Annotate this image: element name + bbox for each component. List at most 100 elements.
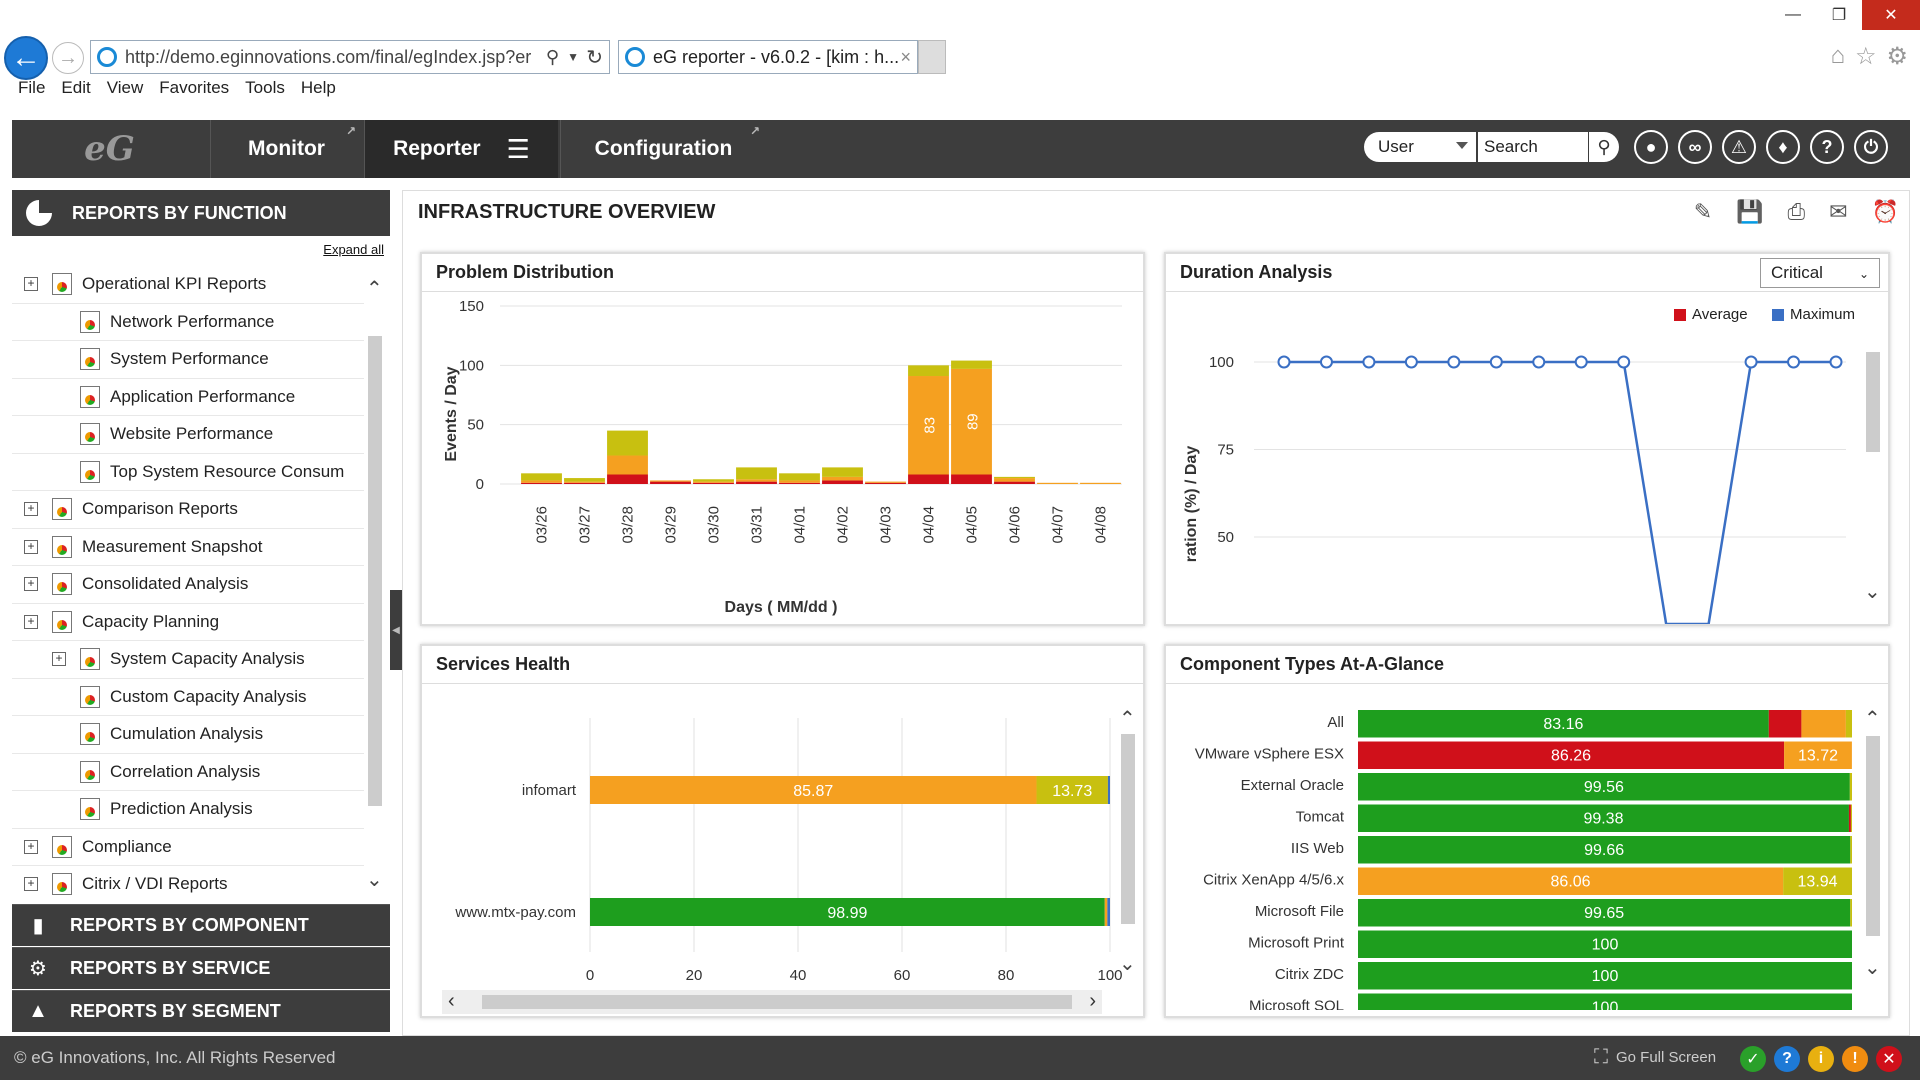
alarm-clock-icon[interactable]: ⏰: [1871, 199, 1899, 224]
tab-close-icon[interactable]: ×: [900, 46, 911, 67]
address-bar[interactable]: http://demo.eginnovations.com/final/egIn…: [90, 40, 610, 74]
dropdown-icon[interactable]: ▼: [567, 50, 579, 64]
go-full-screen-button[interactable]: ⛶ Go Full Screen: [1594, 1046, 1716, 1069]
star-icon[interactable]: ☆: [1854, 43, 1877, 70]
expand-icon[interactable]: +: [24, 277, 38, 292]
scrollbar-thumb[interactable]: [1866, 352, 1880, 452]
tree-item[interactable]: Website Performance: [12, 416, 364, 454]
expand-icon[interactable]: +: [24, 614, 38, 629]
help-icon[interactable]: ?: [1774, 1046, 1800, 1072]
warning-icon[interactable]: !: [1842, 1046, 1868, 1072]
panel-scrollbar[interactable]: ⌃ ⌄: [1862, 706, 1884, 986]
info-icon[interactable]: i: [1808, 1046, 1834, 1072]
tree-item[interactable]: Prediction Analysis: [12, 791, 364, 829]
scrollbar-thumb[interactable]: [482, 995, 1072, 1009]
tree-item[interactable]: + Compliance: [12, 829, 364, 866]
scroll-down-icon[interactable]: ⌄: [1119, 953, 1136, 975]
tree-item[interactable]: Top System Resource Consum: [12, 454, 364, 491]
reports-by-component[interactable]: ▮ REPORTS BY COMPONENT: [12, 904, 390, 946]
menu-edit[interactable]: Edit: [61, 78, 91, 97]
reports-by-service[interactable]: ⚙ REPORTS BY SERVICE: [12, 947, 390, 989]
scrollbar-thumb[interactable]: [1866, 736, 1880, 936]
search-input[interactable]: Search: [1478, 132, 1588, 162]
tree-item[interactable]: Application Performance: [12, 379, 364, 416]
scroll-right-icon[interactable]: ›: [1089, 990, 1096, 1012]
user-icon[interactable]: ●: [1634, 130, 1668, 164]
scroll-down-icon[interactable]: ⌄: [1864, 957, 1881, 979]
tree-item[interactable]: + Consolidated Analysis: [12, 566, 364, 604]
alert-icon[interactable]: ⚠: [1722, 130, 1756, 164]
power-icon[interactable]: ⏻: [1854, 130, 1888, 164]
error-icon[interactable]: ✕: [1876, 1046, 1902, 1072]
tree-item[interactable]: Cumulation Analysis: [12, 716, 364, 754]
menu-help[interactable]: Help: [300, 78, 336, 97]
maximize-button[interactable]: ❐: [1831, 7, 1847, 24]
reports-by-segment[interactable]: ▲ REPORTS BY SEGMENT: [12, 990, 390, 1032]
expand-icon[interactable]: +: [24, 502, 38, 517]
tree-item[interactable]: System Performance: [12, 341, 364, 379]
eg-logo[interactable]: eG: [84, 129, 135, 169]
expand-all-link[interactable]: Expand all: [323, 242, 384, 257]
print-icon[interactable]: ⎙: [1787, 199, 1806, 224]
menu-tools[interactable]: Tools: [245, 78, 285, 97]
gear-icon[interactable]: ⚙: [1886, 43, 1908, 70]
tree-item[interactable]: Custom Capacity Analysis: [12, 679, 364, 716]
hamburger-menu-icon[interactable]: ☰: [506, 133, 530, 164]
severity-select[interactable]: Critical ⌄: [1760, 258, 1880, 288]
forward-arrow-icon[interactable]: →: [52, 42, 84, 74]
expand-icon[interactable]: +: [52, 652, 66, 667]
scroll-up-icon[interactable]: ⌃: [1119, 708, 1136, 730]
scroll-down-icon[interactable]: ⌄: [366, 869, 383, 891]
search-icon[interactable]: ⚲: [1589, 132, 1619, 162]
close-window-button[interactable]: ✕: [1862, 0, 1920, 30]
expand-icon[interactable]: +: [24, 539, 38, 554]
tree-item[interactable]: + Measurement Snapshot: [12, 529, 364, 566]
app-header: eG Monitor ↗ Reporter ☰ Configuration ↗ …: [12, 120, 1910, 178]
nav-reporter[interactable]: Reporter ☰: [364, 120, 558, 178]
save-icon[interactable]: 💾: [1736, 199, 1764, 224]
home-icon[interactable]: ⌂: [1830, 42, 1845, 69]
scroll-left-icon[interactable]: ‹: [448, 990, 455, 1012]
panel-scrollbar[interactable]: ⌃ ⌄: [1117, 706, 1139, 976]
bell-icon[interactable]: ♦: [1766, 130, 1800, 164]
horizontal-scrollbar[interactable]: ‹ ›: [442, 990, 1102, 1014]
tree-item[interactable]: + Capacity Planning: [12, 604, 364, 641]
tree-item[interactable]: + Operational KPI Reports: [12, 266, 364, 304]
new-tab-button[interactable]: [918, 40, 946, 74]
tree-scrollbar[interactable]: ⌃ ⌄: [364, 276, 386, 892]
link-icon[interactable]: ∞: [1678, 130, 1712, 164]
user-select[interactable]: User: [1364, 132, 1476, 162]
reports-by-function-header[interactable]: REPORTS BY FUNCTION: [12, 190, 390, 236]
scrollbar-thumb[interactable]: [368, 336, 382, 806]
panel-header: [422, 254, 1143, 292]
nav-monitor[interactable]: Monitor ↗: [210, 120, 362, 178]
nav-configuration[interactable]: Configuration ↗: [560, 120, 766, 178]
sidebar-collapse-handle[interactable]: ◀: [390, 590, 402, 670]
scroll-down-icon[interactable]: ⌄: [1864, 581, 1881, 603]
scroll-up-icon[interactable]: ⌃: [366, 278, 383, 300]
tree-item[interactable]: + Comparison Reports: [12, 491, 364, 529]
section-label: REPORTS BY SEGMENT: [70, 1001, 281, 1021]
minimize-button[interactable]: —: [1785, 6, 1801, 23]
expand-icon[interactable]: +: [24, 877, 38, 892]
refresh-icon[interactable]: ↻: [586, 46, 603, 69]
expand-icon[interactable]: +: [24, 839, 38, 854]
edit-icon[interactable]: ✎: [1693, 199, 1713, 224]
search-icon[interactable]: ⚲: [545, 46, 559, 67]
menu-favorites[interactable]: Favorites: [159, 78, 230, 97]
scrollbar-thumb[interactable]: [1121, 734, 1135, 924]
panel-scrollbar[interactable]: ⌄: [1862, 324, 1884, 604]
menu-file[interactable]: File: [18, 78, 46, 97]
mail-icon[interactable]: ✉: [1829, 199, 1848, 224]
browser-tab[interactable]: eG reporter - v6.0.2 - [kim : h... ×: [618, 40, 918, 74]
tree-item[interactable]: Correlation Analysis: [12, 754, 364, 791]
scroll-up-icon[interactable]: ⌃: [1864, 708, 1881, 730]
expand-icon[interactable]: +: [24, 577, 38, 592]
tree-item[interactable]: Network Performance: [12, 304, 364, 341]
help-icon[interactable]: ?: [1810, 130, 1844, 164]
tree-item[interactable]: + System Capacity Analysis: [12, 641, 364, 679]
back-arrow-icon[interactable]: ←: [4, 36, 48, 80]
ok-icon[interactable]: ✓: [1740, 1046, 1766, 1072]
menu-view[interactable]: View: [106, 78, 144, 97]
tree-item[interactable]: + Citrix / VDI Reports: [12, 866, 364, 896]
